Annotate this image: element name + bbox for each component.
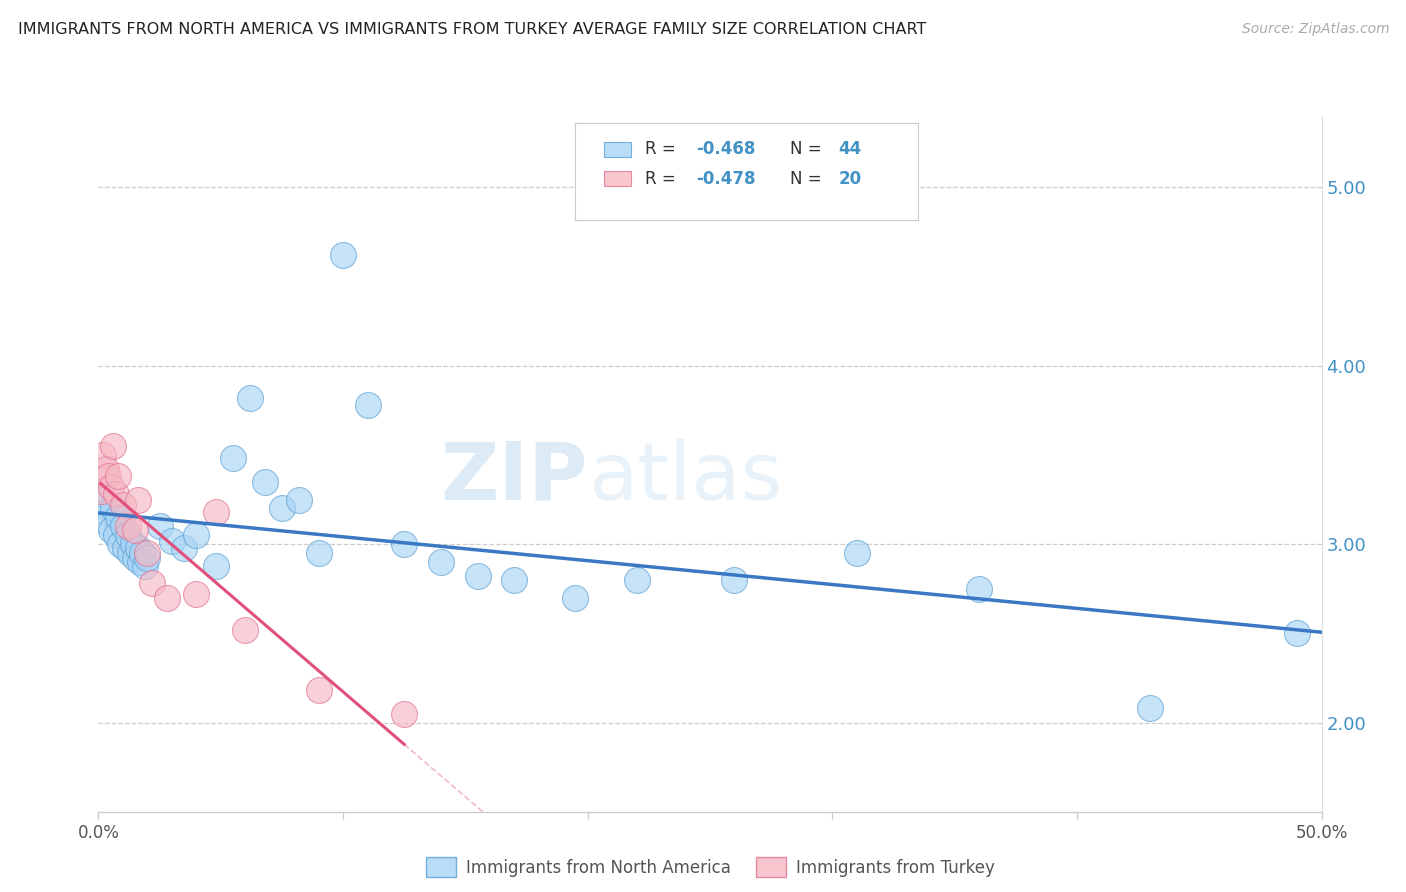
Text: atlas: atlas bbox=[588, 439, 782, 516]
Point bbox=[136, 551, 159, 566]
Point bbox=[332, 248, 354, 262]
Point bbox=[253, 475, 276, 489]
Point bbox=[127, 492, 149, 507]
Point bbox=[233, 623, 256, 637]
Point bbox=[134, 558, 156, 573]
Point bbox=[1139, 701, 1161, 715]
Text: R =: R = bbox=[645, 140, 681, 159]
Point bbox=[564, 591, 586, 605]
Legend: Immigrants from North America, Immigrants from Turkey: Immigrants from North America, Immigrant… bbox=[419, 851, 1001, 883]
Point bbox=[117, 528, 139, 542]
Point bbox=[270, 501, 294, 516]
Point bbox=[94, 505, 117, 519]
Text: N =: N = bbox=[790, 169, 827, 187]
Point bbox=[430, 555, 453, 569]
Text: -0.468: -0.468 bbox=[696, 140, 756, 159]
Text: ZIP: ZIP bbox=[440, 439, 588, 516]
Point bbox=[222, 451, 245, 466]
Point bbox=[723, 573, 745, 587]
Point bbox=[392, 537, 416, 551]
Point bbox=[94, 462, 117, 476]
Point bbox=[117, 519, 139, 533]
Point bbox=[91, 448, 114, 462]
Point bbox=[467, 569, 489, 583]
Point bbox=[101, 439, 124, 453]
Point bbox=[121, 537, 143, 551]
Point bbox=[111, 498, 134, 512]
Point bbox=[160, 533, 183, 548]
Text: Source: ZipAtlas.com: Source: ZipAtlas.com bbox=[1241, 22, 1389, 37]
Text: N =: N = bbox=[790, 140, 827, 159]
Point bbox=[90, 487, 112, 501]
Point bbox=[186, 587, 208, 601]
Point bbox=[503, 573, 526, 587]
FancyBboxPatch shape bbox=[575, 123, 918, 220]
Point bbox=[124, 523, 146, 537]
Point bbox=[626, 573, 648, 587]
Point bbox=[156, 591, 179, 605]
Point bbox=[239, 391, 262, 405]
Point bbox=[127, 541, 149, 555]
Point bbox=[1286, 626, 1309, 640]
Text: -0.478: -0.478 bbox=[696, 169, 756, 187]
Point bbox=[967, 582, 990, 596]
Point bbox=[104, 528, 127, 542]
FancyBboxPatch shape bbox=[603, 171, 630, 186]
Point bbox=[173, 541, 195, 555]
Point bbox=[107, 469, 129, 483]
Point bbox=[308, 546, 330, 560]
Point bbox=[91, 498, 114, 512]
Point bbox=[205, 558, 228, 573]
Point bbox=[120, 546, 142, 560]
Point bbox=[136, 546, 159, 560]
Point bbox=[101, 501, 124, 516]
Point bbox=[100, 523, 122, 537]
Point bbox=[104, 487, 127, 501]
Point bbox=[186, 528, 208, 542]
FancyBboxPatch shape bbox=[603, 142, 630, 157]
Point bbox=[845, 546, 868, 560]
Text: 44: 44 bbox=[838, 140, 862, 159]
Point bbox=[111, 519, 134, 533]
Point bbox=[308, 683, 330, 698]
Point bbox=[100, 480, 122, 494]
Text: IMMIGRANTS FROM NORTH AMERICA VS IMMIGRANTS FROM TURKEY AVERAGE FAMILY SIZE CORR: IMMIGRANTS FROM NORTH AMERICA VS IMMIGRA… bbox=[18, 22, 927, 37]
Point bbox=[129, 555, 152, 569]
Point bbox=[97, 516, 120, 530]
Point bbox=[131, 546, 153, 560]
Point bbox=[141, 576, 163, 591]
Point bbox=[90, 483, 112, 498]
Point bbox=[110, 537, 132, 551]
Point bbox=[205, 505, 228, 519]
Text: 20: 20 bbox=[838, 169, 862, 187]
Point bbox=[107, 510, 129, 524]
Point bbox=[288, 492, 311, 507]
Point bbox=[356, 398, 378, 412]
Text: R =: R = bbox=[645, 169, 681, 187]
Point bbox=[114, 541, 136, 555]
Point bbox=[149, 519, 172, 533]
Point bbox=[124, 551, 146, 566]
Point bbox=[97, 469, 120, 483]
Point bbox=[392, 706, 416, 721]
